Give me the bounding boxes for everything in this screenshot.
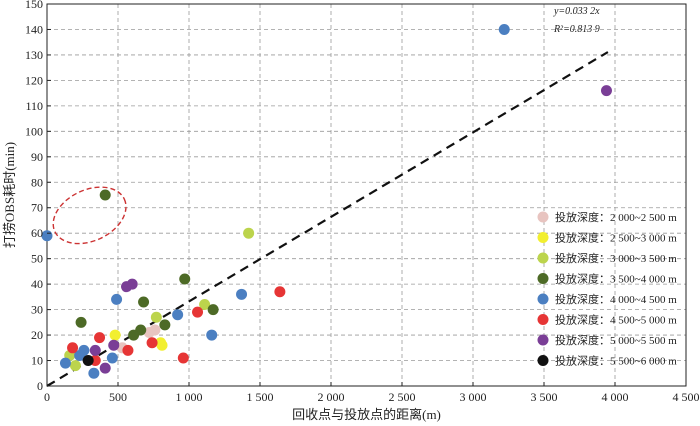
y-tick-label: 90: [31, 150, 43, 164]
data-point: [59, 357, 71, 369]
data-point: [89, 344, 101, 356]
data-point: [156, 339, 168, 351]
x-tick-label: 1 500: [247, 390, 274, 404]
y-tick-label: 70: [31, 201, 43, 215]
x-tick-label: 1 000: [176, 390, 203, 404]
data-point: [172, 309, 184, 321]
data-point: [99, 362, 111, 374]
x-tick-label: 2 000: [318, 390, 345, 404]
legend-label: 投放深度：5 000~5 500 m: [555, 333, 677, 347]
legend: 投放深度：2 000~2 500 m 投放深度：2 500~3 000 m 投放深度…: [537, 210, 677, 368]
legend-label: 投放深度：3 000~3 500 m: [555, 251, 677, 265]
x-axis-title: 回收点与投放点的距离(m): [292, 407, 441, 422]
data-point: [67, 342, 79, 354]
x-tick-label: 0: [44, 390, 50, 404]
data-point: [128, 329, 140, 341]
y-tick-label: 80: [31, 175, 43, 189]
data-point: [122, 344, 134, 356]
data-point: [600, 85, 612, 97]
data-point: [88, 367, 100, 379]
y-tick-label: 100: [25, 124, 43, 138]
data-point: [192, 306, 204, 318]
data-point: [106, 352, 118, 364]
y-tick-label: 0: [37, 379, 43, 393]
data-point: [143, 327, 155, 339]
legend-label: 投放深度：5 500~6 000 m: [555, 354, 677, 368]
data-point: [159, 319, 171, 331]
data-point: [243, 227, 255, 239]
y-tick-label: 140: [25, 22, 43, 36]
y-tick-label: 30: [31, 303, 43, 317]
y-tick-label: 110: [25, 99, 43, 113]
data-point: [207, 304, 219, 316]
x-tick-label: 4 000: [602, 390, 629, 404]
data-point: [108, 339, 120, 351]
data-point: [75, 316, 87, 328]
legend-marker: [537, 211, 549, 223]
data-point: [177, 352, 189, 364]
legend-marker: [537, 314, 549, 325]
legend-label: 投放深度：3 500~4 000 m: [555, 272, 677, 286]
data-point: [41, 230, 53, 242]
data-points: [41, 23, 612, 379]
fit-equation-label: y=0.033 2x: [553, 6, 600, 17]
legend-label: 投放深度：4 500~5 000 m: [555, 313, 677, 327]
data-point: [69, 360, 81, 372]
y-tick-label: 130: [25, 48, 43, 62]
legend-marker: [537, 334, 549, 346]
data-point: [498, 23, 510, 35]
data-point: [236, 288, 248, 300]
legend-label: 投放深度：2 500~3 000 m: [555, 231, 677, 245]
y-tick-label: 10: [31, 354, 43, 368]
legend-marker: [537, 273, 549, 284]
data-point: [82, 355, 94, 367]
data-point: [150, 311, 162, 323]
highlight-ellipse: [52, 186, 127, 245]
y-tick-label: 60: [31, 226, 43, 240]
y-tick-label: 120: [25, 73, 43, 87]
legend-marker: [537, 355, 549, 366]
fit-annotation: y=0.033 2x R²=0.813 9: [553, 6, 600, 35]
data-point: [274, 286, 286, 298]
legend-label: 投放深度：4 000~4 500 m: [555, 292, 677, 306]
y-tick-label: 150: [25, 0, 43, 11]
plot-frame: [46, 3, 687, 387]
legend-marker: [537, 293, 549, 305]
x-axis-ticks: 0 500 1 000 1 500 2 000 2 500 3 000 3 500 4 000 4…: [44, 382, 700, 404]
legend-label: 投放深度：2 000~2 500 m: [555, 210, 677, 224]
fit-r2-label: R²=0.813 9: [553, 24, 600, 35]
data-point: [206, 329, 218, 341]
data-point: [138, 296, 150, 308]
y-axis-ticks: 0 10 20 30 40 50 60 70 80 90 100 110 120 130 140 150: [25, 0, 51, 393]
data-point: [126, 278, 138, 290]
y-axis-title: 打捞OBS耗时(min): [2, 142, 17, 248]
x-tick-label: 3 000: [460, 390, 487, 404]
legend-marker: [537, 252, 549, 264]
data-point: [199, 299, 211, 311]
x-tick-label: 3 500: [531, 390, 558, 404]
data-point: [109, 329, 121, 341]
data-point: [111, 293, 123, 305]
gridlines: [47, 4, 686, 386]
data-point: [74, 349, 86, 361]
data-point: [146, 337, 158, 349]
y-tick-label: 40: [31, 277, 43, 291]
x-tick-label: 500: [109, 390, 127, 404]
data-point: [94, 332, 106, 344]
highlight-ellipse-layer: [52, 186, 127, 245]
x-tick-label: 4 500: [673, 390, 700, 404]
x-tick-label: 2 500: [389, 390, 416, 404]
data-point: [99, 189, 111, 201]
data-point: [179, 273, 191, 285]
legend-marker: [537, 232, 549, 243]
y-tick-label: 20: [31, 328, 43, 342]
y-tick-label: 50: [31, 252, 43, 266]
